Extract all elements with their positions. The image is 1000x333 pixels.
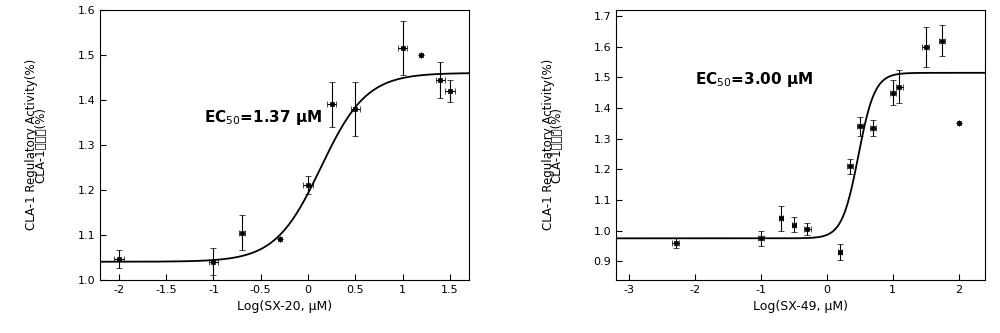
Y-axis label: CLA-1 Regulatory Activity(%): CLA-1 Regulatory Activity(%) bbox=[25, 59, 39, 230]
X-axis label: Log(SX-20, μM): Log(SX-20, μM) bbox=[237, 300, 332, 313]
Y-axis label: CLA-1 Regulatory Activity(%): CLA-1 Regulatory Activity(%) bbox=[542, 59, 555, 230]
X-axis label: Log(SX-49, μM): Log(SX-49, μM) bbox=[753, 300, 848, 313]
Text: EC$_{50}$=3.00 μM: EC$_{50}$=3.00 μM bbox=[695, 70, 814, 89]
Text: CLA-1上调率(%): CLA-1上调率(%) bbox=[34, 107, 48, 183]
Text: CLA-1上调率(%): CLA-1上调率(%) bbox=[551, 107, 564, 183]
Text: EC$_{50}$=1.37 μM: EC$_{50}$=1.37 μM bbox=[204, 108, 323, 128]
